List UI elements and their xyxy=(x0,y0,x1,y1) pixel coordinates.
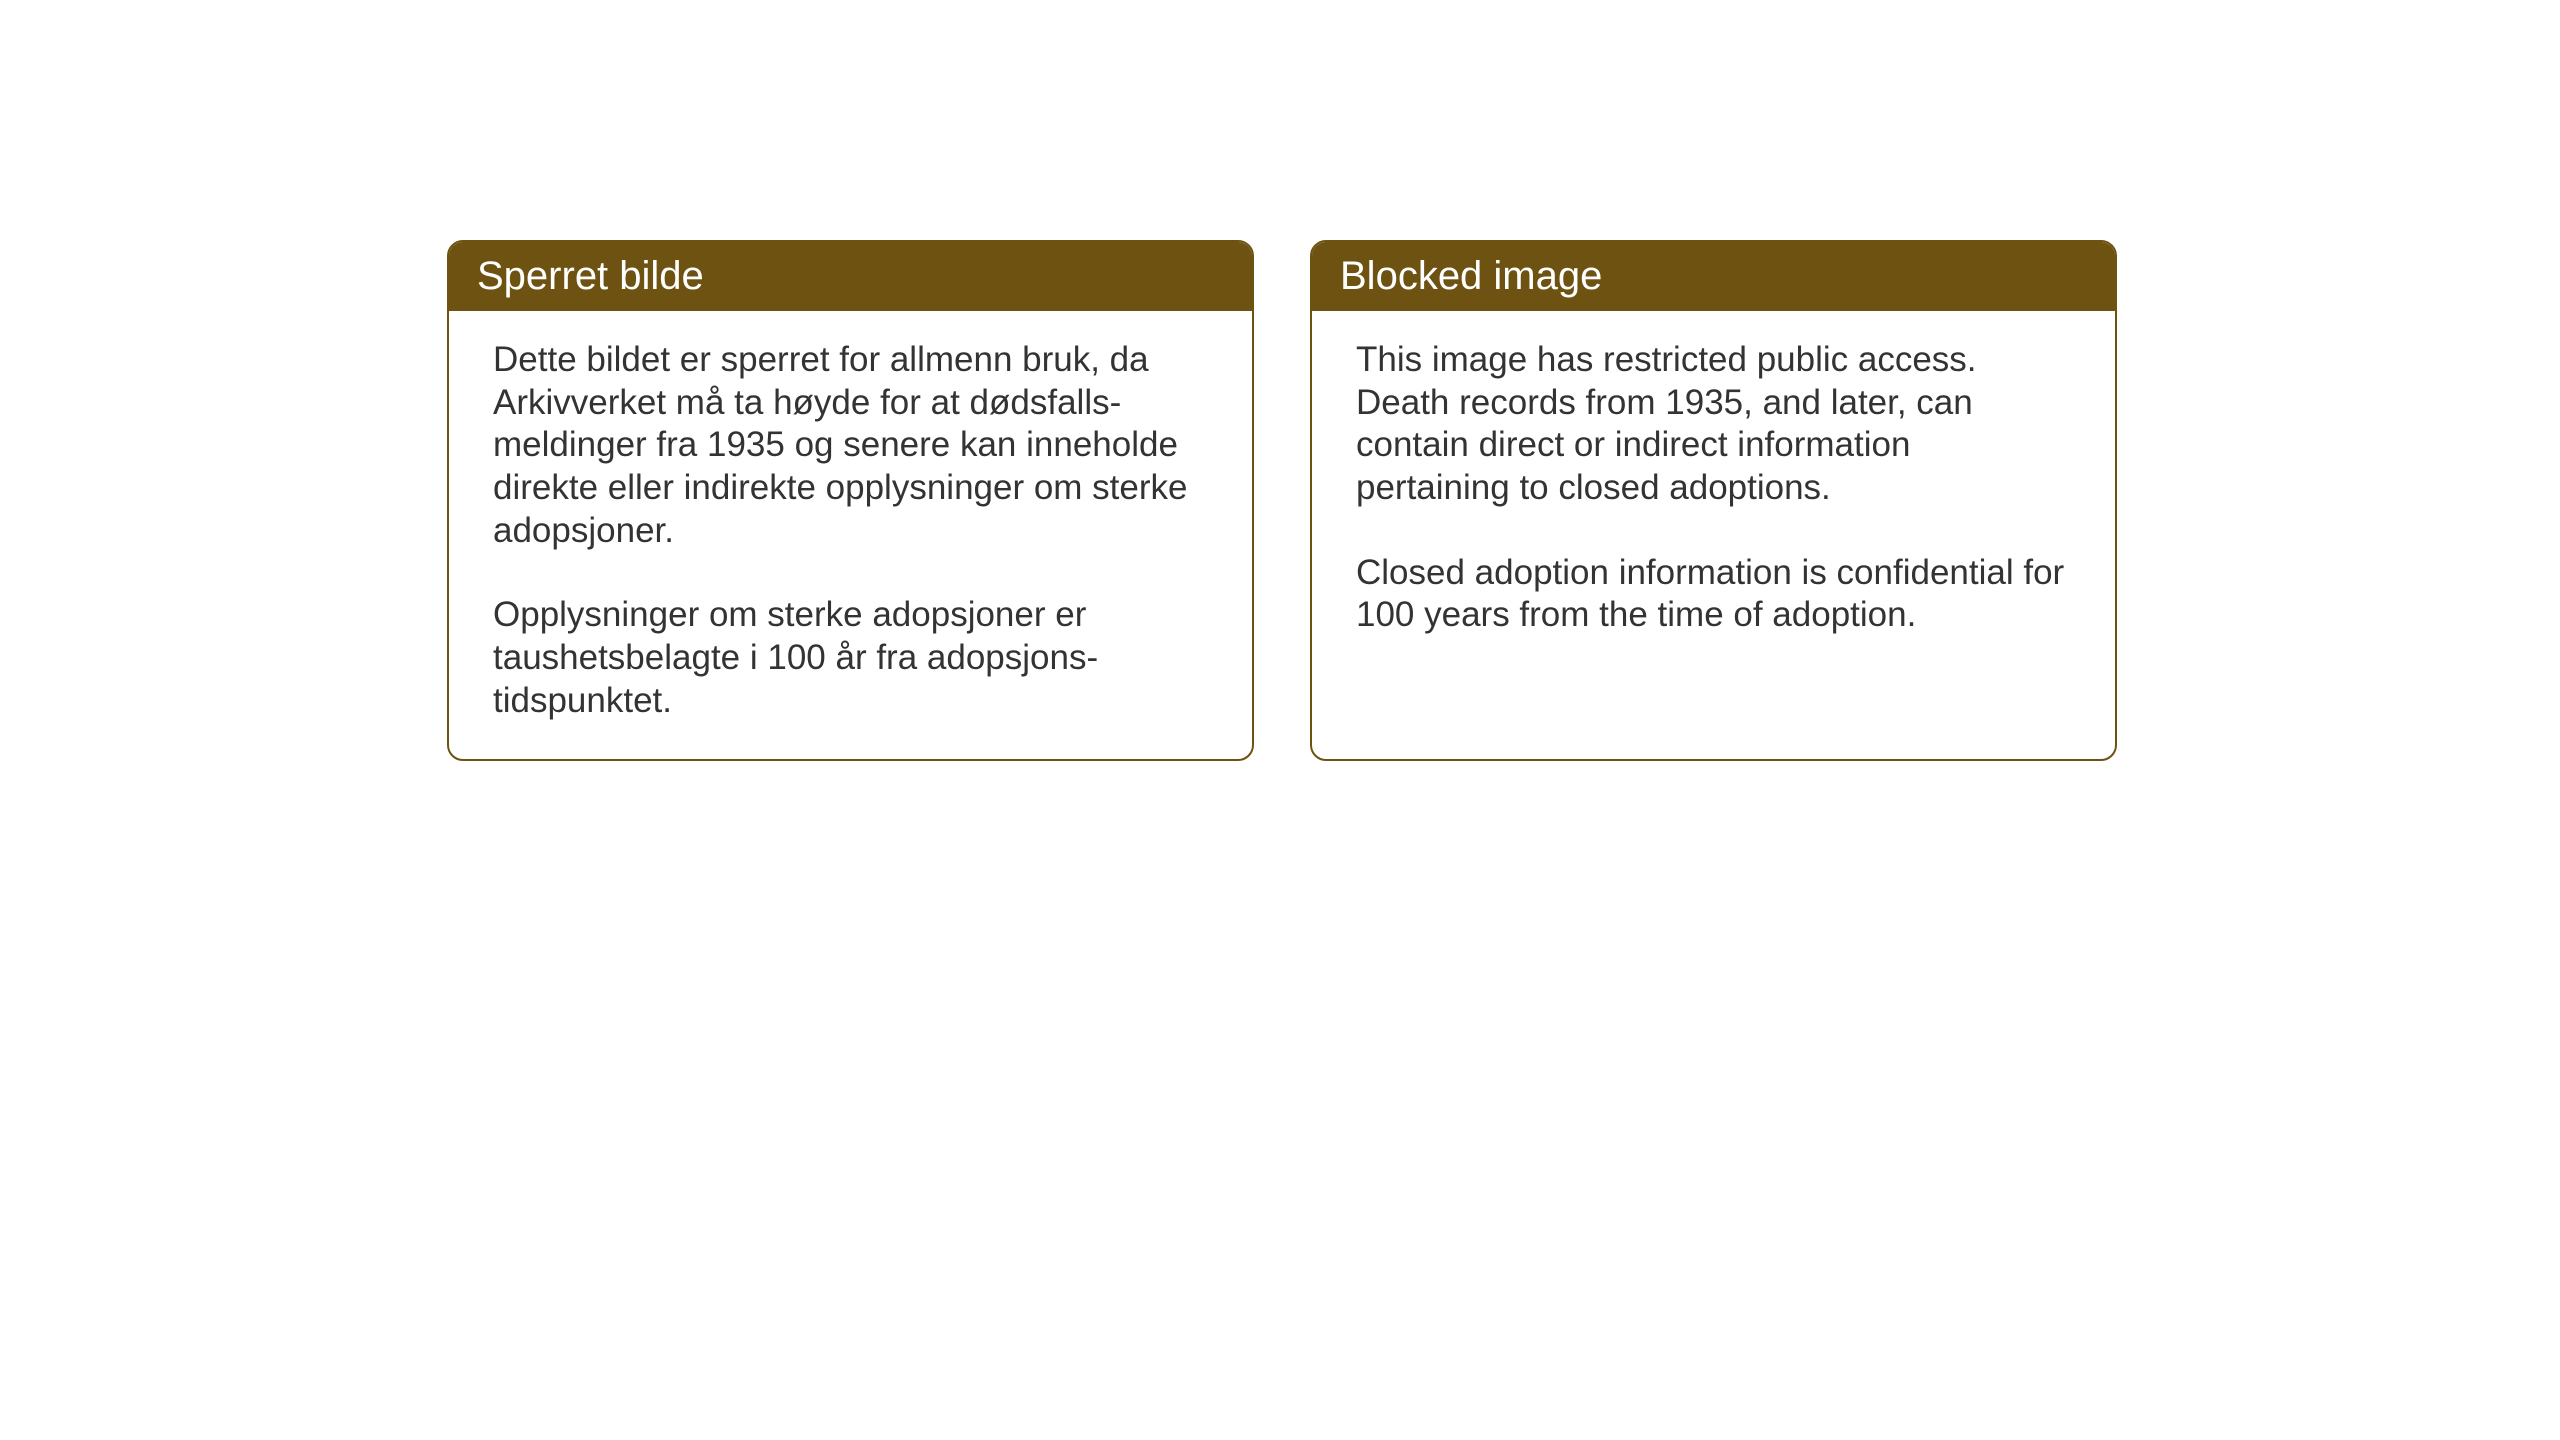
card-header-english: Blocked image xyxy=(1312,242,2115,311)
card-paragraph-norwegian-2: Opplysninger om sterke adopsjoner er tau… xyxy=(493,594,1208,722)
notice-card-norwegian: Sperret bilde Dette bildet er sperret fo… xyxy=(447,240,1254,761)
card-paragraph-english-2: Closed adoption information is confident… xyxy=(1356,552,2071,637)
card-paragraph-english-1: This image has restricted public access.… xyxy=(1356,339,2071,510)
notice-cards-container: Sperret bilde Dette bildet er sperret fo… xyxy=(447,240,2117,761)
card-title-norwegian: Sperret bilde xyxy=(477,254,704,298)
notice-card-english: Blocked image This image has restricted … xyxy=(1310,240,2117,761)
card-header-norwegian: Sperret bilde xyxy=(449,242,1252,311)
card-body-english: This image has restricted public access.… xyxy=(1312,311,2115,673)
card-title-english: Blocked image xyxy=(1340,254,1602,298)
card-paragraph-norwegian-1: Dette bildet er sperret for allmenn bruk… xyxy=(493,339,1208,552)
card-body-norwegian: Dette bildet er sperret for allmenn bruk… xyxy=(449,311,1252,759)
